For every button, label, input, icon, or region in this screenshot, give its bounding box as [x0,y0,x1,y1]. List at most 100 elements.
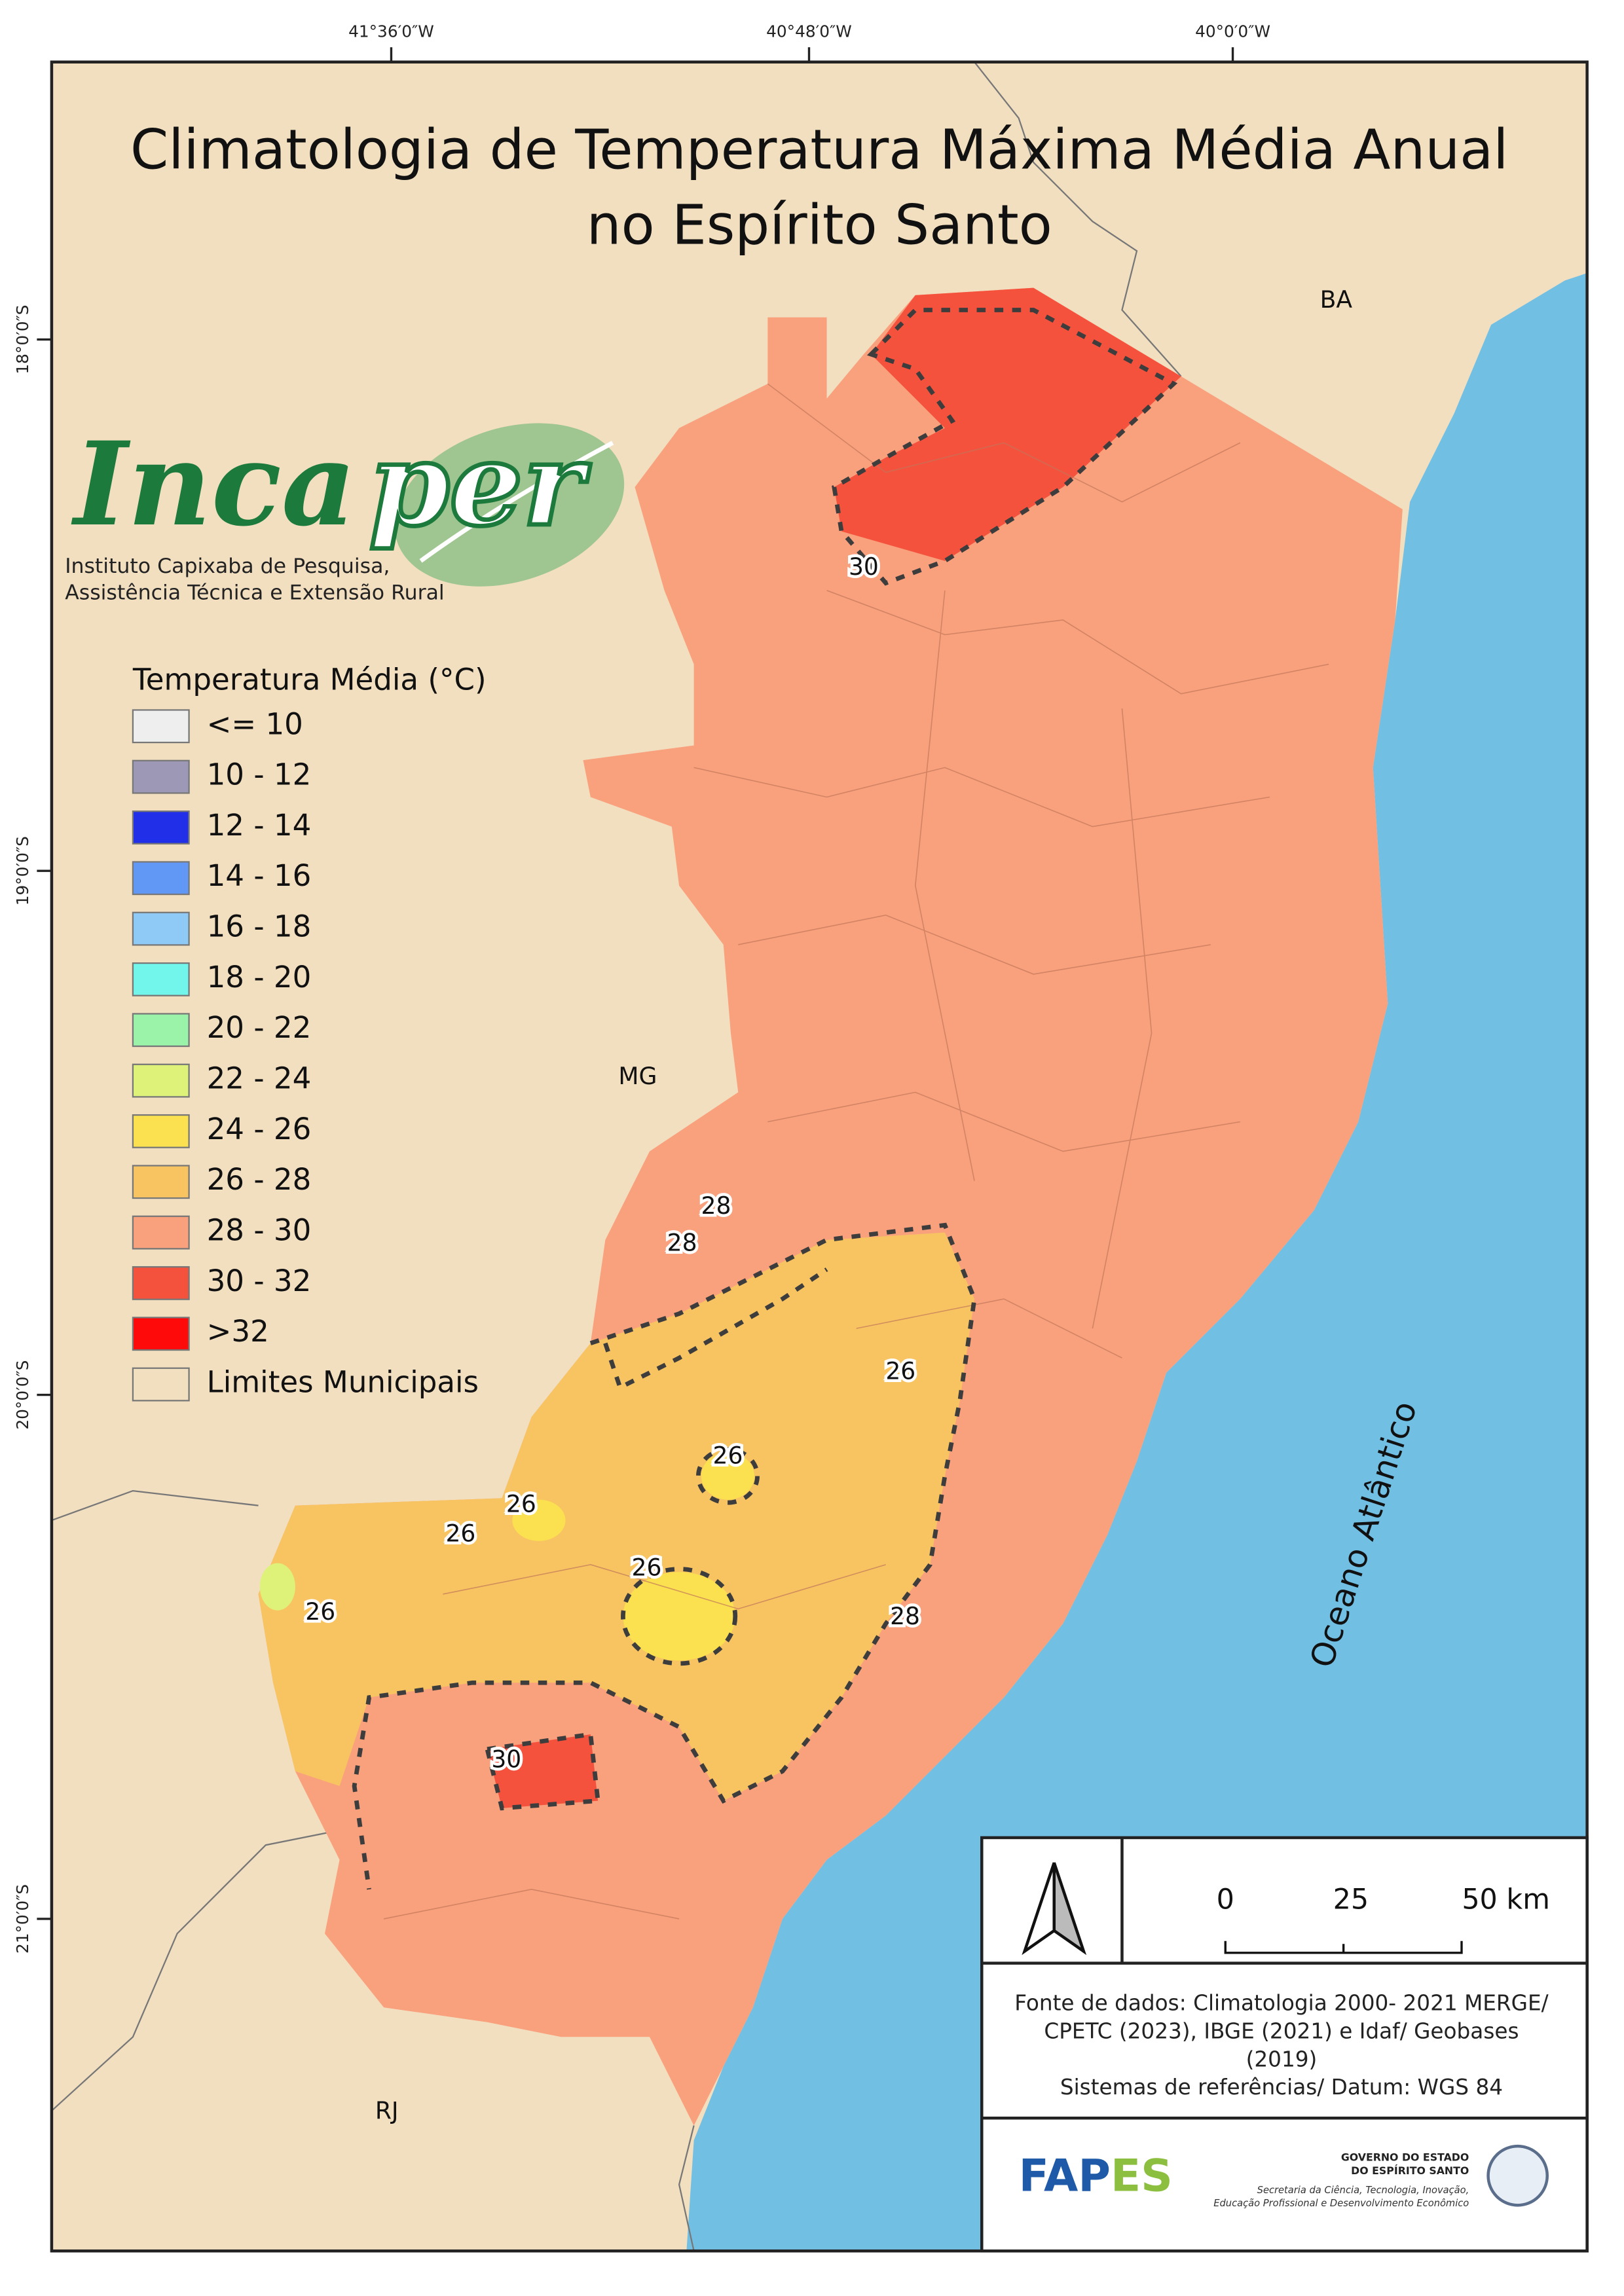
source-text: Fonte de dados: Climatologia 2000- 2021 … [1014,1991,1549,2016]
isotherm-label: 28 [667,1230,697,1257]
isotherm-label: 26 [445,1520,475,1548]
zone-24-26 [512,1499,566,1541]
ocean [686,273,1587,2251]
legend-label: <= 10 [207,706,303,741]
graticule-label: 18°0′0″S [13,305,32,374]
legend-label: 28 - 30 [207,1213,312,1248]
isotherm-30b [484,1732,600,1811]
info-box: 0 25 50 km Fonte de dados: Climatologia … [980,1836,1589,2253]
source-text: Sistemas de referências/ Datum: WGS 84 [1060,2075,1503,2100]
legend-swatch [132,962,190,996]
isotherms [352,308,1178,1890]
legend-label: >32 [207,1314,269,1349]
zone-24-26 [623,1572,735,1661]
isotherm-label: 26 [885,1358,915,1385]
legend-swatch [132,1013,190,1048]
legend-label: 24 - 26 [207,1112,312,1146]
fapes-logo-part: FAP [1019,2149,1111,2201]
zone-30-32 [834,287,1181,561]
fapes-logo: FAPES [1019,2149,1173,2201]
scale-label: 50 km [1462,1883,1550,1916]
legend-swatch [132,861,190,896]
logo-subtitle: Instituto Capixaba de Pesquisa, [65,555,390,578]
legend-label: 20 - 22 [207,1010,312,1045]
logo-leaf-vein [419,441,614,563]
title-line: Climatologia de Temperatura Máxima Média… [130,118,1508,181]
isotherm-label: 30 [849,553,879,581]
logo: Inca per Instituto Capixaba de Pesquisa,… [65,415,625,604]
map-frame [50,60,1589,2253]
legend-swatch [132,1114,190,1148]
isotherm-30 [832,308,1178,586]
state-emblem [1486,2144,1549,2207]
municipal-limits [384,383,1329,1920]
isotherm-label: 26 [506,1491,536,1518]
isotherm-label: 30 [491,1746,521,1774]
source-text: CPETC (2023), IBGE (2021) e Idaf/ Geobas… [1044,2019,1519,2044]
info-box-frame [980,1836,1589,2253]
isotherm-26a [603,1267,828,1391]
graticule-ticks: 41°36′0″W 40°48′0″W 40°0′0″W 18°0′0″S 19°0′0… [13,22,1270,1954]
legend-swatch [132,1266,190,1300]
isotherm-26c [696,1447,760,1505]
legend: <= 10 10 - 12 12 - 14 14 - 16 16 - 18 18 - 20… [132,706,479,1402]
logo-name: Inca [71,417,356,552]
isotherm-28 [352,1222,977,1890]
graticule-label: 40°48′0″W [766,22,852,41]
graticule-label: 21°0′0″S [13,1884,32,1954]
legend-swatch [132,1317,190,1351]
isotherm-label: 26 [713,1442,743,1469]
title-line: no Espírito Santo [587,193,1052,257]
legend-swatch [132,911,190,946]
legend-swatch [132,1215,190,1250]
border-ba [974,62,1182,377]
legend-swatch [132,1063,190,1098]
isotherm-26b [621,1567,738,1666]
legend-swatch [132,759,190,794]
legend-swatch [132,709,190,744]
logo-name: per [369,417,591,552]
region-label: MG [618,1063,657,1090]
zone-26-28 [258,1232,975,1801]
legend-label: 30 - 32 [207,1264,312,1298]
isotherm-label: 28 [701,1192,731,1220]
scale-label: 25 [1333,1883,1369,1916]
isotherm-label: 26 [632,1554,662,1582]
isotherm-label: 28 [890,1603,920,1630]
zone-24-26 [701,1452,755,1500]
region-label: BA [1320,286,1353,314]
graticule-label: 19°0′0″S [13,836,32,905]
border-mg [51,1489,259,1522]
legend-label: 12 - 14 [207,808,312,843]
government-logo: GOVERNO DO ESTADO [1341,2151,1469,2164]
legend-label: Limites Municipais [207,1365,479,1400]
graticule-label: 41°36′0″W [348,22,434,41]
graticule-label: 40°0′0″W [1195,22,1270,41]
legend-label: 16 - 18 [207,909,312,944]
municipal-lines [384,383,1329,1920]
legend-label: 22 - 24 [207,1061,312,1096]
isotherm-label: 26 [305,1598,335,1626]
secretariat-logo: Secretaria da Ciência, Tecnologia, Inova… [1257,2185,1469,2196]
legend-label: 18 - 20 [207,960,312,994]
logo-leaf [394,423,625,587]
legend-label: 26 - 28 [207,1162,312,1197]
state-borders [51,62,1182,2251]
fapes-logo-part: ES [1111,2149,1173,2201]
north-arrow [1052,1862,1087,1956]
border-rj [678,2125,695,2251]
graticule-label: 20°0′0″S [13,1360,32,1430]
zone-22-24 [259,1563,295,1611]
legend-swatch [132,1367,190,1402]
legend-label: 14 - 16 [207,858,312,893]
zone-30-32 [487,1734,599,1808]
border-mg-rj [51,1829,340,2111]
secretariat-logo: Educação Profissional e Desenvolvimento … [1213,2198,1469,2209]
scale-label: 0 [1217,1883,1234,1916]
legend-label: 10 - 12 [207,757,312,792]
legend-swatch [132,1165,190,1199]
government-logo: DO ESPÍRITO SANTO [1351,2164,1469,2177]
